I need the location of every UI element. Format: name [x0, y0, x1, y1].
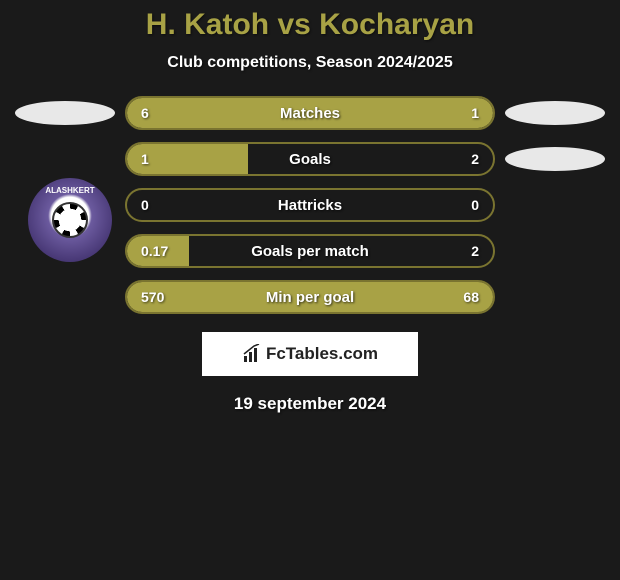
comparison-title: H. Katoh vs Kocharyan	[0, 8, 620, 42]
snapshot-date: 19 september 2024	[0, 394, 620, 414]
brand-badge: FcTables.com	[202, 332, 418, 376]
stat-value-right: 68	[463, 289, 479, 305]
player-left-pill	[15, 101, 115, 125]
stat-bar: 0 Hattricks 0	[125, 188, 495, 222]
stat-bar: 570 Min per goal 68	[125, 280, 495, 314]
stat-label: Matches	[127, 105, 493, 122]
stat-label: Hattricks	[127, 197, 493, 214]
stat-value-right: 2	[471, 243, 479, 259]
stat-bar: 6 Matches 1	[125, 96, 495, 130]
chart-icon	[242, 344, 262, 364]
stat-bar: 0.17 Goals per match 2	[125, 234, 495, 268]
player-right-pill-2	[505, 147, 605, 171]
club-crest-left: ALASHKERT	[28, 178, 112, 262]
soccer-ball-icon	[52, 202, 88, 238]
stat-label: Goals per match	[127, 243, 493, 260]
spacer	[15, 147, 115, 171]
stat-row-matches: 6 Matches 1	[0, 96, 620, 130]
spacer	[505, 285, 605, 309]
stat-row-mpg: 570 Min per goal 68	[0, 280, 620, 314]
stat-label: Min per goal	[127, 289, 493, 306]
spacer	[505, 239, 605, 263]
player-right-pill	[505, 101, 605, 125]
stat-label: Goals	[127, 151, 493, 168]
crest-label: ALASHKERT	[45, 186, 94, 195]
stat-value-right: 0	[471, 197, 479, 213]
spacer	[505, 193, 605, 217]
stat-row-goals: 1 Goals 2	[0, 142, 620, 176]
stat-value-right: 2	[471, 151, 479, 167]
brand-text: FcTables.com	[266, 344, 378, 364]
stat-value-right: 1	[471, 105, 479, 121]
spacer	[15, 285, 115, 309]
comparison-subtitle: Club competitions, Season 2024/2025	[0, 54, 620, 72]
stat-bar: 1 Goals 2	[125, 142, 495, 176]
